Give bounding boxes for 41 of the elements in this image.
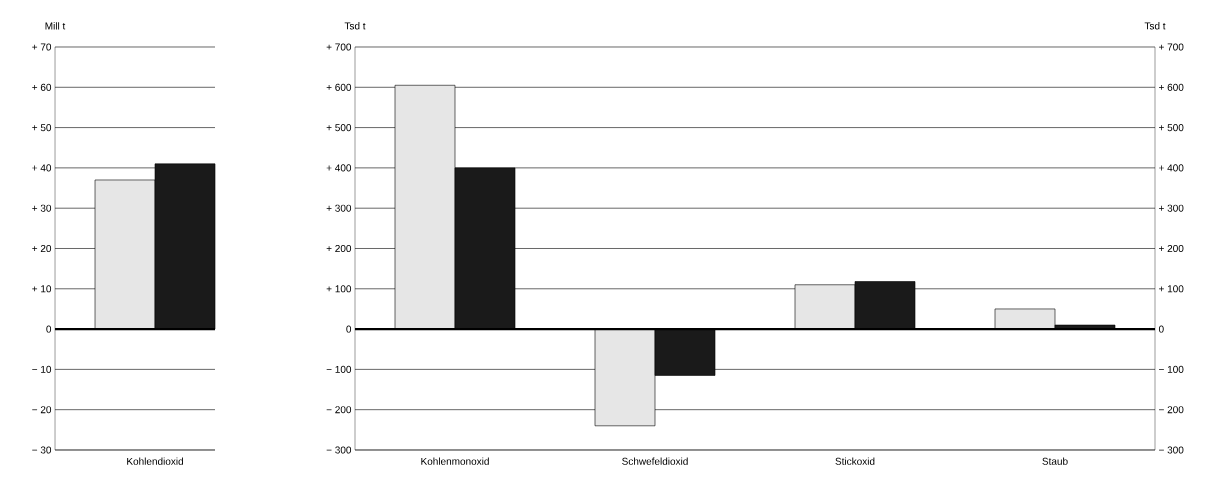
y-tick-label: + 10 bbox=[32, 285, 52, 293]
y-tick-label: − 10 bbox=[32, 365, 52, 373]
y-tick-label: 0 bbox=[346, 325, 352, 333]
y-tick-label: − 200 bbox=[326, 406, 352, 414]
y2-axis-title: Tsd t bbox=[1144, 22, 1166, 30]
y-tick-label: + 700 bbox=[326, 43, 352, 51]
y-tick-label: + 70 bbox=[32, 43, 52, 51]
y-tick-label: + 20 bbox=[32, 244, 52, 253]
y-tick-label: + 60 bbox=[32, 83, 52, 91]
y-tick-label: − 300 bbox=[326, 446, 352, 454]
y-tick-label: + 50 bbox=[32, 124, 52, 132]
y2-tick-label: − 200 bbox=[1159, 406, 1184, 414]
y2-tick-label: + 700 bbox=[1159, 43, 1184, 51]
x-tick-label: Staub bbox=[1042, 457, 1068, 465]
y-tick-label: − 30 bbox=[32, 446, 52, 454]
x-tick-label: Kohlendioxid bbox=[127, 457, 183, 465]
y2-tick-label: − 100 bbox=[1159, 365, 1184, 373]
y2-tick-label: + 200 bbox=[1159, 244, 1184, 253]
y-axis-title: Mill t bbox=[45, 22, 66, 30]
y-tick-label: + 100 bbox=[326, 285, 352, 293]
y-axis-title: Tsd t bbox=[344, 22, 366, 30]
y-tick-label: + 600 bbox=[326, 83, 352, 91]
y2-tick-label: + 100 bbox=[1159, 285, 1184, 293]
y-tick-label: + 300 bbox=[326, 204, 352, 212]
y-tick-label: + 400 bbox=[326, 164, 352, 172]
y-tick-label: − 100 bbox=[326, 365, 352, 373]
y2-tick-label: + 300 bbox=[1159, 204, 1184, 212]
y-tick-label: + 500 bbox=[326, 124, 352, 132]
y-tick-label: + 40 bbox=[32, 164, 52, 172]
x-tick-label: Schwefeldioxid bbox=[622, 457, 688, 465]
y-tick-label: + 30 bbox=[32, 204, 52, 212]
y-tick-label: 0 bbox=[46, 325, 52, 333]
y2-tick-label: + 600 bbox=[1159, 83, 1184, 91]
y2-tick-label: + 400 bbox=[1159, 164, 1184, 172]
x-tick-label: Kohlenmonoxid bbox=[421, 457, 489, 465]
y-tick-label: + 200 bbox=[326, 244, 352, 253]
y2-tick-label: 0 bbox=[1158, 325, 1164, 333]
y2-tick-label: + 500 bbox=[1159, 124, 1184, 132]
y-tick-label: − 20 bbox=[32, 406, 52, 414]
x-tick-label: Stickoxid bbox=[835, 457, 875, 465]
y2-tick-label: − 300 bbox=[1159, 446, 1184, 454]
